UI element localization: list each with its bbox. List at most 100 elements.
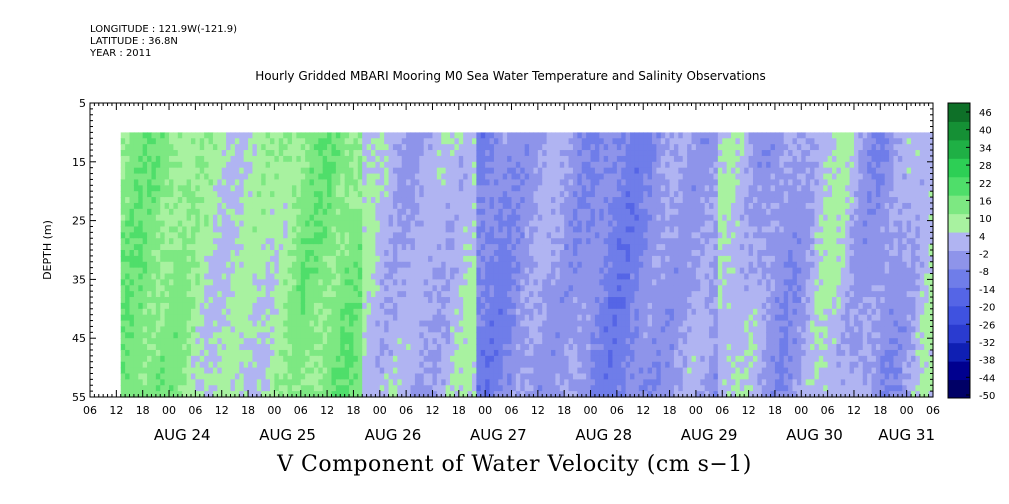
heatmap-cell (221, 197, 227, 204)
heatmap-cell (392, 250, 398, 257)
heatmap-cell (204, 167, 210, 175)
heatmap-cell (401, 226, 407, 233)
heatmap-cell (379, 391, 385, 398)
heatmap-cell (362, 197, 368, 204)
heatmap-cell (252, 314, 258, 322)
heatmap-cell (296, 161, 302, 169)
heatmap-cell (265, 150, 271, 157)
heatmap-cell (515, 273, 521, 280)
heatmap-cell (283, 326, 289, 333)
heatmap-cell (331, 373, 337, 380)
heatmap-cell (599, 349, 605, 357)
heatmap-cell (138, 232, 144, 239)
heatmap-cell (515, 173, 521, 181)
heatmap-cell (313, 250, 319, 257)
heatmap-cell (436, 267, 442, 275)
heatmap-cell (318, 226, 324, 233)
heatmap-cell (243, 349, 249, 357)
heatmap-cell (524, 202, 530, 210)
heatmap-cell (564, 132, 570, 139)
heatmap-cell (375, 302, 381, 310)
heatmap-cell (458, 191, 464, 198)
heatmap-cell (138, 161, 144, 169)
heatmap-cell (362, 332, 368, 339)
heatmap-cell (414, 144, 420, 151)
heatmap-cell (212, 326, 218, 333)
heatmap-cell (594, 214, 600, 222)
heatmap-cell (551, 373, 557, 380)
heatmap-cell (362, 285, 368, 292)
heatmap-cell (230, 361, 236, 369)
heatmap-cell (406, 338, 412, 345)
heatmap-cell (450, 302, 456, 310)
heatmap-cell (313, 344, 319, 351)
heatmap-cell (151, 267, 157, 275)
heatmap-cell (480, 161, 486, 169)
heatmap-cell (305, 238, 311, 245)
heatmap-cell (265, 320, 271, 328)
heatmap-cell (230, 314, 236, 322)
heatmap-cell (335, 344, 341, 351)
heatmap-cell (274, 155, 280, 163)
heatmap-cell (283, 279, 289, 286)
heatmap-cell (599, 185, 605, 192)
heatmap-cell (428, 297, 434, 304)
heatmap-cell (287, 279, 293, 286)
heatmap-cell (555, 320, 561, 328)
heatmap-cell (182, 132, 188, 139)
heatmap-cell (120, 185, 126, 192)
heatmap-cell (283, 191, 289, 198)
heatmap-cell (226, 185, 232, 192)
heatmap-cell (441, 185, 447, 192)
heatmap-cell (221, 167, 227, 175)
heatmap-cell (252, 344, 258, 351)
heatmap-cell (577, 132, 583, 139)
heatmap-cell (542, 179, 548, 186)
heatmap-cell (406, 250, 412, 257)
heatmap-cell (133, 179, 139, 186)
heatmap-cell (138, 361, 144, 369)
heatmap-cell (423, 167, 429, 175)
heatmap-cell (441, 385, 447, 392)
heatmap-cell (300, 261, 306, 269)
heatmap-cell (313, 167, 319, 175)
heatmap-cell (331, 261, 337, 269)
heatmap-cell (274, 320, 280, 328)
heatmap-cell (564, 367, 570, 375)
heatmap-cell (230, 232, 236, 239)
heatmap-cell (410, 279, 416, 286)
heatmap-cell (371, 320, 376, 328)
heatmap-cell (546, 385, 552, 392)
heatmap-cell (349, 332, 355, 339)
heatmap-cell (318, 250, 324, 257)
heatmap-cell (243, 167, 249, 175)
heatmap-cell (498, 255, 504, 263)
heatmap-cell (524, 355, 530, 363)
heatmap-cell (414, 373, 420, 380)
heatmap-cell (177, 349, 183, 357)
heatmap-cell (212, 185, 218, 192)
heatmap-cell (309, 226, 315, 233)
heatmap-cell (182, 220, 188, 228)
heatmap-cell (300, 220, 306, 228)
heatmap-cell (428, 349, 434, 357)
heatmap-cell (353, 338, 359, 345)
heatmap-cell (155, 244, 161, 251)
heatmap-cell (524, 391, 530, 398)
heatmap-cell (568, 250, 574, 257)
heatmap-cell (507, 226, 513, 233)
heatmap-cell (498, 202, 504, 210)
heatmap-cell (160, 238, 166, 245)
heatmap-cell (428, 267, 434, 275)
heatmap-cell (529, 273, 535, 280)
heatmap-cell (485, 302, 491, 310)
heatmap-cell (248, 391, 254, 398)
heatmap-cell (436, 232, 442, 239)
heatmap-cell (186, 138, 192, 145)
heatmap-cell (384, 285, 390, 292)
heatmap-cell (441, 150, 447, 157)
heatmap-cell (454, 349, 460, 357)
heatmap-cell (195, 367, 201, 375)
heatmap-cell (375, 220, 381, 228)
heatmap-cell (401, 291, 407, 298)
